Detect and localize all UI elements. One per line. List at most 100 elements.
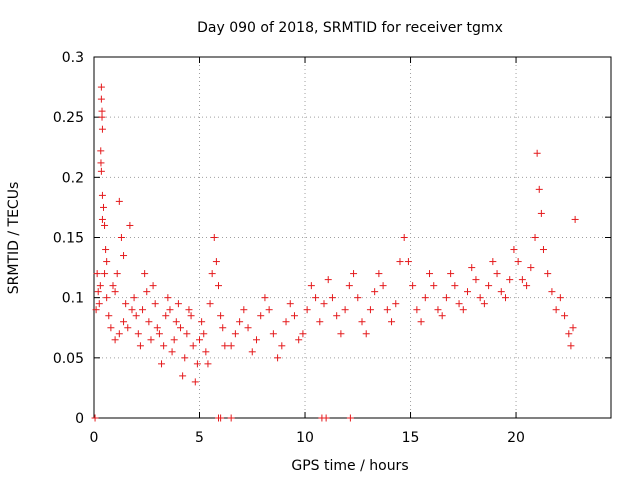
data-point — [362, 330, 370, 338]
data-point — [438, 312, 446, 320]
data-point — [269, 330, 277, 338]
x-tick-label: 10 — [296, 430, 314, 446]
data-point — [345, 282, 353, 290]
data-point — [567, 342, 575, 350]
data-point — [134, 330, 142, 338]
data-point — [145, 318, 153, 326]
data-point — [366, 306, 374, 314]
data-point — [160, 342, 168, 350]
data-point — [217, 312, 225, 320]
data-point — [535, 185, 543, 193]
data-point — [324, 276, 332, 284]
data-point — [354, 294, 362, 302]
data-point — [413, 306, 421, 314]
data-point — [172, 318, 180, 326]
data-point — [510, 246, 518, 254]
data-point — [91, 414, 99, 422]
data-point — [312, 294, 320, 302]
data-point — [120, 252, 128, 260]
data-point — [94, 288, 102, 296]
data-point — [565, 330, 573, 338]
data-point — [181, 354, 189, 362]
data-point — [217, 414, 225, 422]
data-point — [212, 258, 220, 266]
data-point — [472, 276, 480, 284]
data-point — [185, 306, 193, 314]
y-tick-label: 0.1 — [62, 291, 84, 307]
data-point — [101, 221, 109, 229]
data-point — [514, 258, 522, 266]
data-point — [126, 221, 134, 229]
data-point — [286, 300, 294, 308]
data-point — [103, 258, 111, 266]
data-point — [400, 234, 408, 241]
data-point — [98, 191, 106, 199]
data-point — [97, 159, 105, 167]
data-point — [244, 324, 252, 332]
data-point — [97, 83, 105, 91]
data-point — [383, 306, 391, 314]
data-point — [248, 348, 256, 356]
data-point — [202, 348, 210, 356]
data-point — [552, 306, 560, 314]
data-point — [409, 282, 417, 290]
data-point — [350, 270, 358, 278]
data-point — [115, 330, 123, 338]
x-tick-label: 20 — [507, 430, 525, 446]
data-point — [379, 282, 387, 290]
data-point — [101, 270, 109, 278]
data-point — [442, 294, 450, 302]
data-point — [227, 414, 235, 422]
data-point — [299, 330, 307, 338]
data-point — [261, 294, 269, 302]
y-axis-label: SRMTID / TECUs — [6, 182, 22, 295]
data-point — [518, 276, 526, 284]
data-point — [307, 282, 315, 290]
y-tick-label: 0.2 — [62, 170, 84, 186]
data-point — [236, 318, 244, 326]
data-point — [396, 258, 404, 266]
data-point — [206, 300, 214, 308]
data-point — [421, 294, 429, 302]
data-point — [147, 336, 155, 344]
data-point — [451, 282, 459, 290]
data-point — [158, 360, 166, 368]
data-point — [196, 336, 204, 344]
data-point — [341, 306, 349, 314]
x-axis-label: GPS time / hours — [291, 458, 408, 474]
data-point — [489, 258, 497, 266]
data-point — [170, 336, 178, 344]
data-point — [282, 318, 290, 326]
y-tick-label: 0.3 — [62, 50, 84, 66]
data-point — [115, 197, 123, 205]
data-point — [204, 360, 212, 368]
data-point — [99, 203, 107, 211]
data-point — [531, 234, 539, 241]
data-point — [177, 324, 185, 332]
data-point — [417, 318, 425, 326]
data-point — [497, 288, 505, 296]
data-point — [187, 312, 195, 320]
data-point — [139, 306, 147, 314]
data-point — [136, 342, 144, 350]
data-point — [447, 270, 455, 278]
data-point — [122, 300, 130, 308]
y-tick-label: 0 — [75, 411, 84, 427]
x-tick-label: 15 — [402, 430, 420, 446]
data-point — [434, 306, 442, 314]
data-point — [117, 234, 125, 241]
data-point — [151, 300, 159, 308]
data-point — [149, 282, 157, 290]
data-point — [164, 294, 172, 302]
data-point — [219, 324, 227, 332]
data-point — [92, 306, 100, 314]
data-point — [102, 246, 110, 254]
data-point — [130, 294, 138, 302]
data-point — [111, 288, 119, 296]
data-point — [98, 125, 106, 133]
data-point — [93, 270, 101, 278]
data-point — [107, 324, 115, 332]
data-point — [320, 300, 328, 308]
data-point — [493, 270, 501, 278]
